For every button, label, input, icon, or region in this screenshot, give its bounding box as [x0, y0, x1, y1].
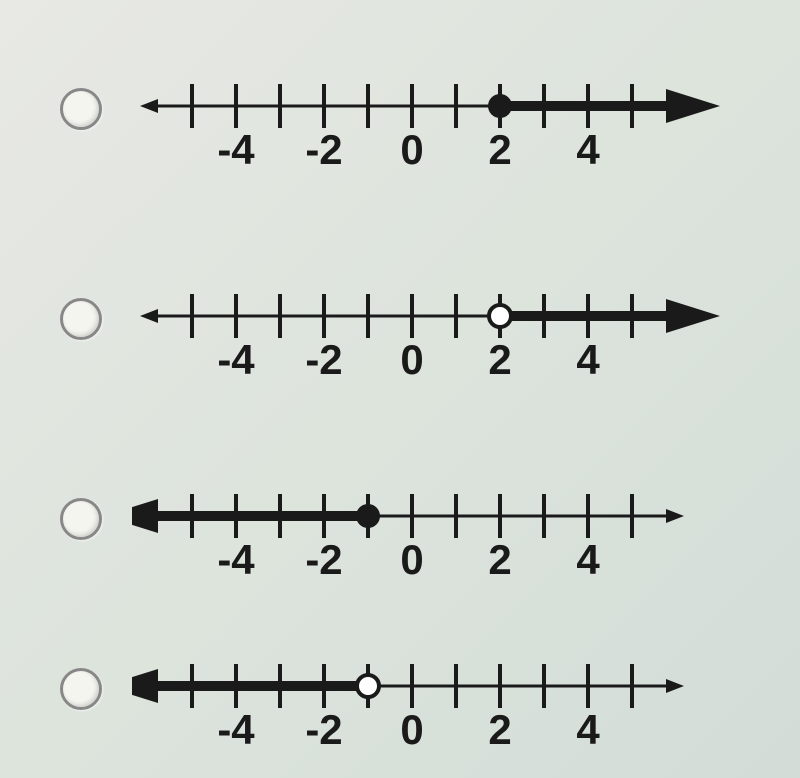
open-point: [489, 305, 511, 327]
closed-point: [356, 504, 380, 528]
axis-label: 4: [576, 126, 599, 174]
option-row-2[interactable]: -4-2024: [60, 480, 732, 557]
axis-label: 2: [488, 126, 511, 174]
number-line: -4-2024: [132, 480, 732, 557]
axis-label: 4: [576, 706, 599, 754]
radio-button[interactable]: [60, 498, 102, 540]
axis-label: -4: [217, 126, 254, 174]
axis-label: -2: [305, 706, 342, 754]
number-line: -4-2024: [132, 280, 732, 357]
arrow-left-icon: [140, 309, 158, 323]
closed-point: [488, 94, 512, 118]
arrow-right-icon: [666, 509, 684, 523]
shaded-arrow-right-icon: [666, 299, 720, 333]
radio-button[interactable]: [60, 668, 102, 710]
axis-label: 2: [488, 706, 511, 754]
option-row-0[interactable]: -4-2024: [60, 70, 732, 147]
arrow-right-icon: [666, 679, 684, 693]
shaded-arrow-left-icon: [132, 499, 158, 533]
arrow-left-icon: [140, 99, 158, 113]
axis-label: 0: [400, 336, 423, 384]
number-line: -4-2024: [132, 650, 732, 727]
radio-button[interactable]: [60, 298, 102, 340]
axis-label: 0: [400, 536, 423, 584]
axis-label: 4: [576, 336, 599, 384]
axis-label: -2: [305, 336, 342, 384]
axis-label: 0: [400, 126, 423, 174]
axis-label: -4: [217, 336, 254, 384]
option-row-3[interactable]: -4-2024: [60, 650, 732, 727]
shaded-arrow-left-icon: [132, 669, 158, 703]
option-row-1[interactable]: -4-2024: [60, 280, 732, 357]
axis-label: -2: [305, 536, 342, 584]
shaded-arrow-right-icon: [666, 89, 720, 123]
number-line: -4-2024: [132, 70, 732, 147]
axis-label: 4: [576, 536, 599, 584]
axis-label: 2: [488, 536, 511, 584]
axis-label: -4: [217, 706, 254, 754]
axis-label: 0: [400, 706, 423, 754]
radio-button[interactable]: [60, 88, 102, 130]
open-point: [357, 675, 379, 697]
axis-label: -4: [217, 536, 254, 584]
axis-label: 2: [488, 336, 511, 384]
axis-label: -2: [305, 126, 342, 174]
